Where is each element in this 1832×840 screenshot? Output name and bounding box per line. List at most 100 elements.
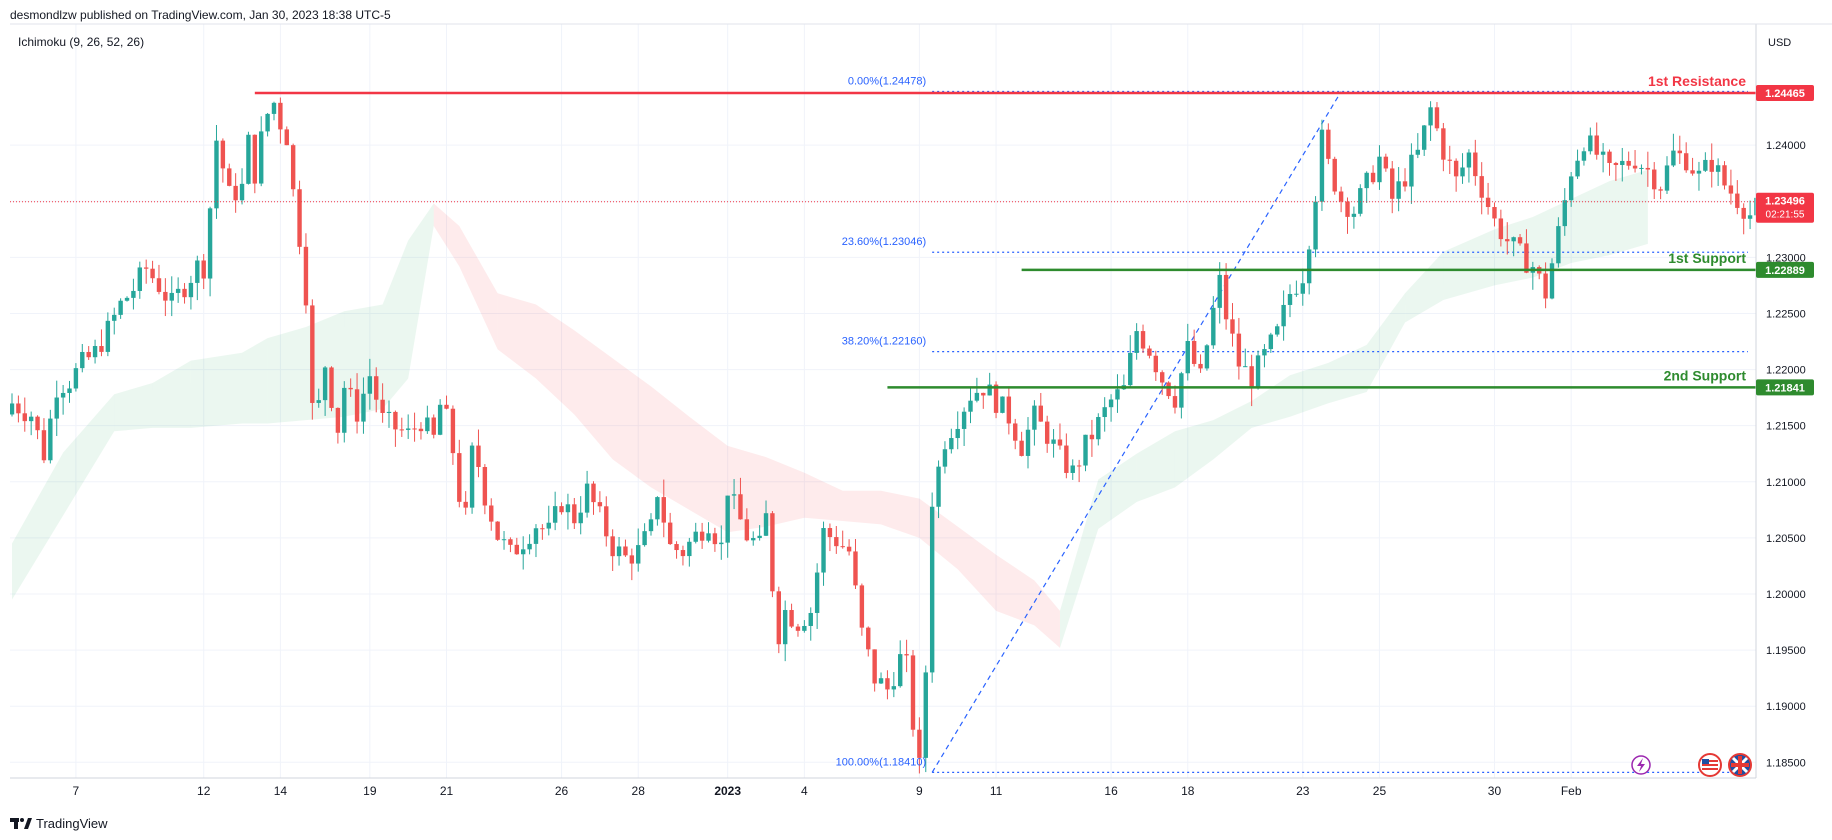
candle-body <box>514 544 520 555</box>
candle-body <box>910 655 916 730</box>
candle-body <box>508 539 513 545</box>
candle-body <box>1568 176 1574 201</box>
candle-body <box>1064 445 1069 473</box>
candle-body <box>1709 159 1714 172</box>
candle-body <box>1396 181 1401 199</box>
cloud-segment <box>459 225 498 350</box>
candle-body <box>942 449 948 467</box>
candle-body <box>629 555 635 564</box>
candle-body <box>1275 326 1280 335</box>
level-name-label: 1st Resistance <box>1648 73 1746 89</box>
cloud-segment <box>996 554 1035 626</box>
candle-body <box>67 388 72 393</box>
candle-body <box>751 538 756 541</box>
candle-body <box>552 506 558 523</box>
candle-body <box>124 297 130 301</box>
candle-body <box>706 533 711 541</box>
candle-body <box>521 549 526 555</box>
time-tick-label: 30 <box>1488 784 1502 798</box>
candle-body <box>1703 159 1708 171</box>
candle-body <box>1594 135 1599 155</box>
level-price-tag-bg <box>1756 379 1814 396</box>
candle-body <box>1747 215 1753 219</box>
candle-body <box>725 495 730 543</box>
level-name-label: 2nd Support <box>1664 367 1747 383</box>
candle-body <box>1102 407 1107 418</box>
candle-body <box>540 528 545 530</box>
indicator-label[interactable]: Ichimoku (9, 26, 52, 26) <box>18 35 144 49</box>
cloud-segment <box>305 311 345 421</box>
candle-body <box>1696 170 1702 174</box>
level-price-tag: 1.24465 <box>1756 85 1814 102</box>
candle-body <box>744 519 750 541</box>
candle-body <box>1044 421 1050 444</box>
time-tick-label: 12 <box>197 784 211 798</box>
lightning-event-icon[interactable] <box>1631 755 1651 775</box>
tradingview-logo-icon <box>10 818 32 829</box>
fib-level-label: 38.20%(1.22160) <box>842 336 926 348</box>
cloud-segment <box>919 498 958 570</box>
candle-body <box>1345 201 1350 217</box>
candle-body <box>386 411 392 413</box>
time-tick-label: 11 <box>990 784 1003 798</box>
brand-text: TradingView <box>36 816 108 831</box>
candle-body <box>1402 181 1408 187</box>
candle-body <box>271 102 277 114</box>
candle-body <box>1677 150 1682 154</box>
candle-body <box>1639 167 1644 169</box>
us-flag-icon[interactable] <box>1698 753 1722 777</box>
current-price-countdown: 02:21:55 <box>1766 210 1805 221</box>
candle-body <box>1217 274 1222 308</box>
candle-body <box>559 506 564 513</box>
candle-body <box>1166 382 1171 397</box>
tradingview-logo[interactable]: TradingView <box>10 816 108 831</box>
candle-body <box>987 384 992 396</box>
candle-body <box>1025 429 1031 456</box>
candle-body <box>866 627 871 650</box>
candle-body <box>687 541 692 557</box>
candle-body <box>846 546 852 552</box>
candle-body <box>770 513 775 592</box>
candle-body <box>1083 434 1088 466</box>
cloud-segment <box>1174 420 1214 488</box>
candle-body <box>476 445 481 468</box>
level-price-tag: 1.22889 <box>1756 261 1814 278</box>
time-axis[interactable]: 7 12 14 19 21 26 28 2023 4 9 11 16 18 23 25 30 Feb <box>73 784 1582 798</box>
candle-body <box>917 729 922 758</box>
candle-body <box>1626 160 1631 166</box>
candle-body <box>444 404 449 409</box>
candle-body <box>239 183 245 201</box>
candle-body <box>1076 465 1082 467</box>
candle-body <box>527 543 532 550</box>
fib-level-label: 100.00%(1.18410) <box>836 756 927 768</box>
candle-body <box>1415 149 1420 155</box>
candle-body <box>278 102 283 130</box>
candle-body <box>604 506 609 537</box>
price-axis[interactable]: 1.240001.235001.230001.225001.220001.215… <box>1766 140 1806 769</box>
candle-body <box>1741 207 1746 219</box>
time-tick-label: 9 <box>916 784 923 798</box>
candle-body <box>431 417 436 435</box>
candle-body <box>827 528 833 538</box>
candle-body <box>265 113 270 132</box>
candle-body <box>961 411 967 429</box>
price-tick-label: 1.20500 <box>1766 533 1806 545</box>
candle-body <box>699 531 705 541</box>
candle-body <box>616 546 622 557</box>
time-tick-label: 28 <box>632 784 646 798</box>
plot-area[interactable] <box>10 24 1765 778</box>
cloud-segment <box>535 304 575 415</box>
candle-body <box>840 546 845 548</box>
uk-flag-icon[interactable] <box>1728 753 1752 777</box>
level-price-tag-text: 1.24465 <box>1765 88 1805 100</box>
level-price-tag: 1.21841 <box>1756 379 1814 396</box>
candle-body <box>1179 373 1184 408</box>
candle-body <box>437 404 443 435</box>
candle-body <box>1249 366 1254 389</box>
time-tick-label: 16 <box>1104 784 1118 798</box>
candle-body <box>418 428 424 432</box>
candle-body <box>584 483 590 513</box>
candle-body <box>1191 340 1197 364</box>
candle-body <box>955 428 960 439</box>
time-tick-label: 18 <box>1181 784 1195 798</box>
